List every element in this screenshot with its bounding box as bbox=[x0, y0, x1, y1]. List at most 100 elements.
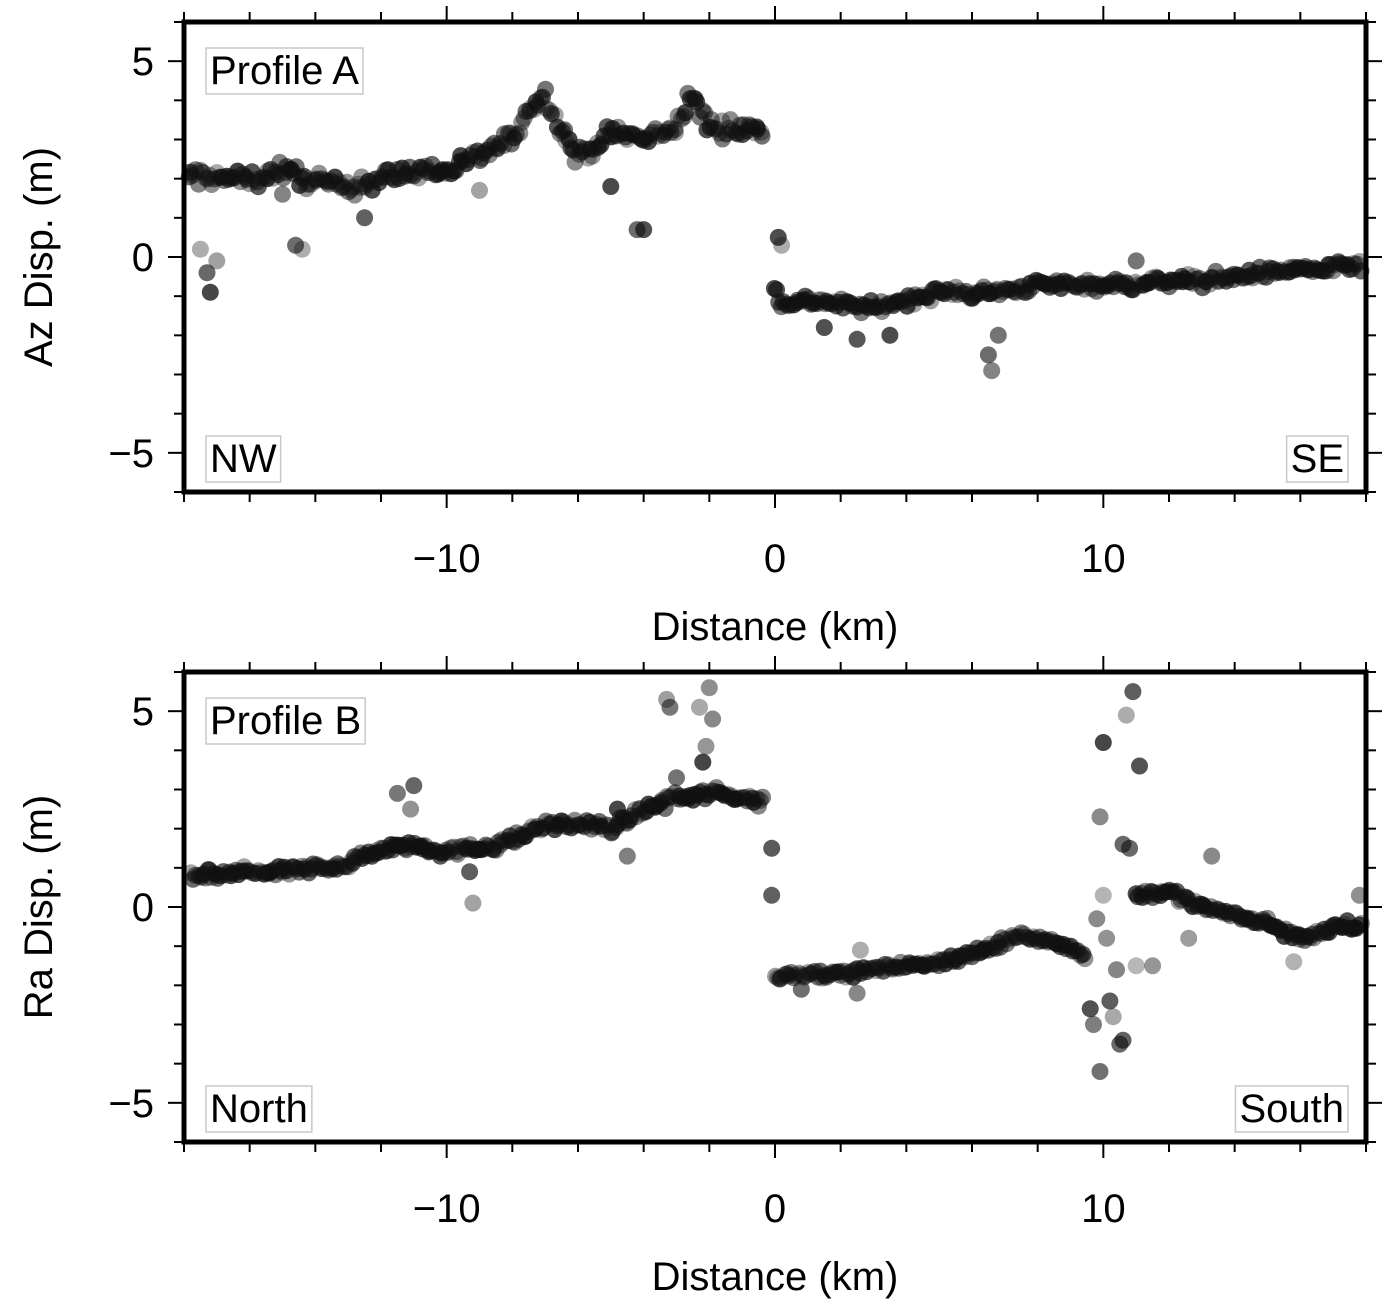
panel-b-corner-right-box: South bbox=[1234, 1085, 1349, 1133]
data-point bbox=[1094, 734, 1112, 751]
data-point bbox=[786, 966, 804, 984]
data-point bbox=[666, 121, 684, 138]
panel-a-title: Profile A bbox=[210, 49, 359, 93]
data-point bbox=[676, 104, 694, 122]
y-tick-label: −5 bbox=[108, 432, 154, 476]
panel-b-y-axis-label: Ra Disp. (m) bbox=[17, 795, 61, 1019]
data-point bbox=[542, 105, 560, 123]
data-point bbox=[815, 319, 833, 336]
data-point bbox=[792, 980, 810, 998]
data-point bbox=[697, 737, 715, 755]
panel-b-points bbox=[182, 679, 1371, 1080]
data-point bbox=[618, 847, 636, 865]
panel-a-direction-right: SE bbox=[1291, 437, 1344, 481]
panel-a-points bbox=[180, 80, 1370, 380]
x-tick-label: 0 bbox=[764, 537, 786, 581]
data-point bbox=[661, 698, 679, 716]
data-point bbox=[1131, 757, 1148, 775]
data-point bbox=[1085, 1016, 1102, 1033]
data-point bbox=[696, 104, 714, 122]
panel-b-ticks bbox=[168, 656, 1382, 1158]
data-point bbox=[507, 125, 525, 143]
data-point bbox=[274, 185, 291, 203]
data-point bbox=[704, 710, 722, 728]
data-point bbox=[602, 178, 620, 195]
panel-a-title-box: Profile A bbox=[205, 47, 364, 95]
x-tick-label: 10 bbox=[1081, 1187, 1126, 1231]
data-point bbox=[1098, 929, 1116, 947]
data-point bbox=[983, 362, 1001, 380]
panel-b-direction-right: South bbox=[1239, 1087, 1344, 1131]
data-point bbox=[1081, 1000, 1099, 1018]
panel-a-y-axis-label: Az Disp. (m) bbox=[17, 147, 61, 367]
data-point bbox=[848, 984, 866, 1002]
data-point bbox=[1091, 1063, 1109, 1080]
data-point bbox=[763, 839, 781, 857]
data-point bbox=[201, 283, 219, 301]
data-point bbox=[848, 330, 866, 348]
data-point bbox=[1091, 808, 1109, 826]
data-point bbox=[1108, 961, 1125, 979]
y-tick-label: 0 bbox=[132, 236, 154, 280]
data-point bbox=[402, 800, 420, 818]
x-tick-label: −10 bbox=[413, 1187, 481, 1231]
y-tick-label: 5 bbox=[132, 690, 154, 734]
data-point bbox=[1117, 706, 1135, 724]
data-point bbox=[295, 167, 313, 185]
data-point bbox=[1088, 910, 1106, 928]
data-point bbox=[668, 769, 685, 787]
panel-b-direction-left: North bbox=[210, 1087, 308, 1131]
data-point bbox=[1121, 839, 1139, 857]
y-tick-label: 0 bbox=[132, 886, 154, 930]
data-point bbox=[1074, 945, 1092, 963]
x-tick-label: 10 bbox=[1081, 537, 1126, 581]
data-point bbox=[773, 236, 791, 254]
data-point bbox=[208, 252, 226, 270]
x-tick-label: −10 bbox=[413, 537, 481, 581]
data-point bbox=[851, 941, 869, 959]
data-point bbox=[388, 784, 406, 802]
data-point bbox=[721, 111, 739, 129]
panel-b-corner-left-box: North bbox=[205, 1085, 313, 1133]
data-point bbox=[939, 281, 957, 299]
data-point bbox=[881, 326, 899, 344]
data-point bbox=[1104, 1008, 1122, 1026]
panel-a-ticks bbox=[168, 6, 1382, 508]
data-point bbox=[461, 863, 479, 881]
data-point bbox=[754, 788, 772, 806]
data-point bbox=[346, 186, 364, 204]
data-point bbox=[989, 326, 1007, 344]
panel-a-direction-left: NW bbox=[210, 437, 277, 481]
data-point bbox=[635, 221, 653, 239]
panel-a-tick-labels: −10 0 10 −5 0 5 bbox=[108, 40, 1125, 581]
data-point bbox=[1127, 957, 1145, 975]
data-point bbox=[471, 181, 488, 199]
data-point bbox=[769, 228, 787, 246]
data-point bbox=[1076, 950, 1094, 968]
data-point bbox=[753, 127, 771, 145]
data-point bbox=[198, 264, 216, 282]
data-point bbox=[340, 183, 358, 201]
panel-a-corner-left-box: NW bbox=[205, 435, 282, 483]
data-point bbox=[356, 209, 374, 227]
data-point bbox=[1094, 886, 1112, 904]
data-point bbox=[667, 124, 684, 141]
panel-profile-a: −10 0 10 −5 0 5 Az Disp. (m) Distance (km) Pr… bbox=[17, 6, 1382, 649]
data-point bbox=[1203, 847, 1221, 865]
panel-b-title: Profile B bbox=[210, 699, 361, 743]
data-point bbox=[342, 181, 360, 199]
data-point bbox=[1101, 992, 1119, 1010]
data-point bbox=[537, 80, 554, 98]
data-point bbox=[405, 777, 423, 795]
x-tick-label: 0 bbox=[764, 1187, 786, 1231]
data-point bbox=[464, 894, 482, 912]
data-point bbox=[979, 346, 997, 364]
panel-b-tick-labels: −10 0 10 −5 0 5 bbox=[108, 690, 1125, 1231]
data-point bbox=[700, 679, 718, 697]
data-point bbox=[1111, 1035, 1129, 1053]
panel-a-corner-right-box: SE bbox=[1285, 435, 1349, 483]
data-point bbox=[287, 236, 305, 254]
data-point bbox=[691, 698, 708, 716]
panel-b-x-axis-label: Distance (km) bbox=[652, 1255, 899, 1299]
